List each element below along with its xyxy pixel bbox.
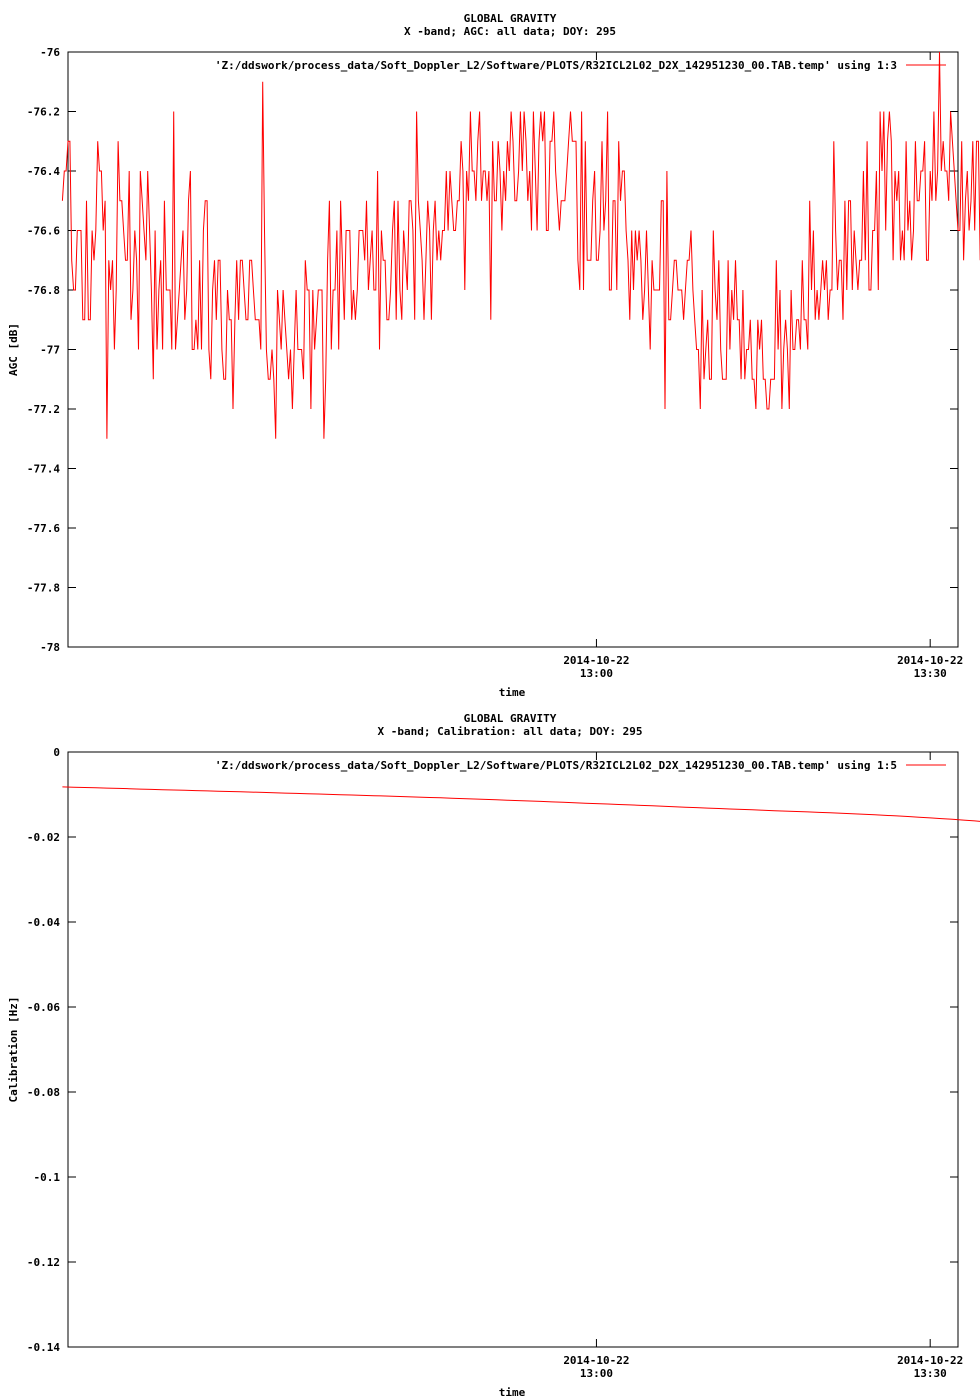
y-tick-label: -0.08 [27,1086,60,1099]
y-tick-label: -77.2 [27,403,60,416]
y-tick-label: -0.06 [27,1001,60,1014]
y-tick-label: -77.8 [27,582,60,595]
y-tick-label: -0.12 [27,1256,60,1269]
y-tick-label: -76.4 [27,165,60,178]
x-tick-date-label: 2014-10-22 [897,1354,963,1367]
x-tick-time-label: 13:00 [580,1367,613,1380]
y-tick-label: -77 [40,344,60,357]
y-tick-label: -76.6 [27,225,60,238]
x-tick-time-label: 13:00 [580,667,613,680]
chart-subtitle: X -band; AGC: all data; DOY: 295 [404,25,616,38]
x-axis-label: time [499,686,526,699]
y-tick-label: -77.6 [27,522,60,535]
chart-title: GLOBAL GRAVITY [464,712,557,725]
y-tick-label: 0 [53,746,60,759]
series-line [61,51,980,439]
y-axis-label: AGC [dB] [7,323,20,376]
y-tick-label: -76 [40,46,60,59]
y-tick-label: -0.04 [27,916,60,929]
y-tick-label: -78 [40,641,60,654]
y-tick-label: -0.02 [27,831,60,844]
legend-label: 'Z:/ddswork/process_data/Soft_Doppler_L2… [215,59,897,72]
y-tick-label: -0.14 [27,1341,60,1354]
x-tick-date-label: 2014-10-22 [563,1354,629,1367]
x-tick-date-label: 2014-10-22 [563,654,629,667]
plot-frame [67,751,959,1348]
x-tick-time-label: 13:30 [914,1367,947,1380]
y-axis-label: Calibration [Hz] [7,997,20,1103]
y-tick-label: -77.4 [27,463,60,476]
x-axis-label: time [499,1386,526,1399]
y-tick-label: -76.8 [27,284,60,297]
chart-subtitle: X -band; Calibration: all data; DOY: 295 [378,725,643,738]
legend-label: 'Z:/ddswork/process_data/Soft_Doppler_L2… [215,759,897,772]
x-tick-date-label: 2014-10-22 [897,654,963,667]
series-line [62,786,980,822]
x-tick-time-label: 13:30 [914,667,947,680]
y-tick-label: -76.2 [27,106,60,119]
y-tick-label: -0.1 [34,1171,61,1184]
chart-title: GLOBAL GRAVITY [464,12,557,25]
